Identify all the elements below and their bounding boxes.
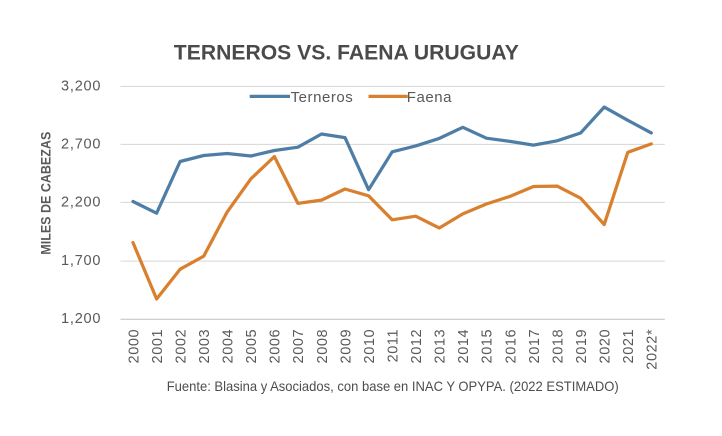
svg-text:2016: 2016 bbox=[503, 329, 519, 364]
svg-text:2003: 2003 bbox=[197, 329, 213, 364]
svg-text:TERNEROS VS. FAENA URUGUAY: TERNEROS VS. FAENA URUGUAY bbox=[174, 41, 519, 65]
svg-text:Faena: Faena bbox=[407, 89, 452, 106]
svg-text:Fuente: Blasina y Asociados, c: Fuente: Blasina y Asociados, con base en… bbox=[167, 379, 619, 394]
svg-text:2015: 2015 bbox=[480, 329, 496, 364]
svg-text:2005: 2005 bbox=[244, 329, 260, 364]
svg-text:1,200: 1,200 bbox=[61, 311, 101, 327]
svg-text:2011: 2011 bbox=[386, 329, 402, 363]
svg-text:2004: 2004 bbox=[221, 329, 237, 364]
svg-text:2021: 2021 bbox=[621, 329, 637, 364]
svg-text:2002: 2002 bbox=[173, 329, 189, 364]
svg-text:3,200: 3,200 bbox=[61, 78, 101, 94]
svg-text:2013: 2013 bbox=[433, 329, 449, 364]
svg-text:2,200: 2,200 bbox=[61, 194, 101, 210]
svg-text:2017: 2017 bbox=[527, 329, 543, 364]
svg-text:2020: 2020 bbox=[598, 329, 614, 364]
svg-text:2001: 2001 bbox=[150, 329, 166, 364]
svg-text:2000: 2000 bbox=[126, 329, 142, 364]
svg-text:Terneros: Terneros bbox=[291, 89, 354, 106]
svg-text:2018: 2018 bbox=[550, 329, 566, 364]
svg-text:2,700: 2,700 bbox=[61, 136, 101, 152]
svg-text:1,700: 1,700 bbox=[61, 253, 101, 269]
svg-text:2009: 2009 bbox=[338, 329, 354, 364]
svg-text:2014: 2014 bbox=[456, 329, 472, 364]
svg-text:2006: 2006 bbox=[268, 329, 284, 364]
svg-text:2019: 2019 bbox=[574, 329, 590, 364]
svg-text:MILES DE CABEZAS: MILES DE CABEZAS bbox=[38, 132, 54, 255]
svg-text:2008: 2008 bbox=[315, 329, 331, 364]
svg-text:2010: 2010 bbox=[362, 329, 378, 364]
svg-text:2022*: 2022* bbox=[645, 329, 661, 370]
svg-text:2007: 2007 bbox=[291, 329, 307, 364]
svg-text:2012: 2012 bbox=[409, 329, 425, 364]
